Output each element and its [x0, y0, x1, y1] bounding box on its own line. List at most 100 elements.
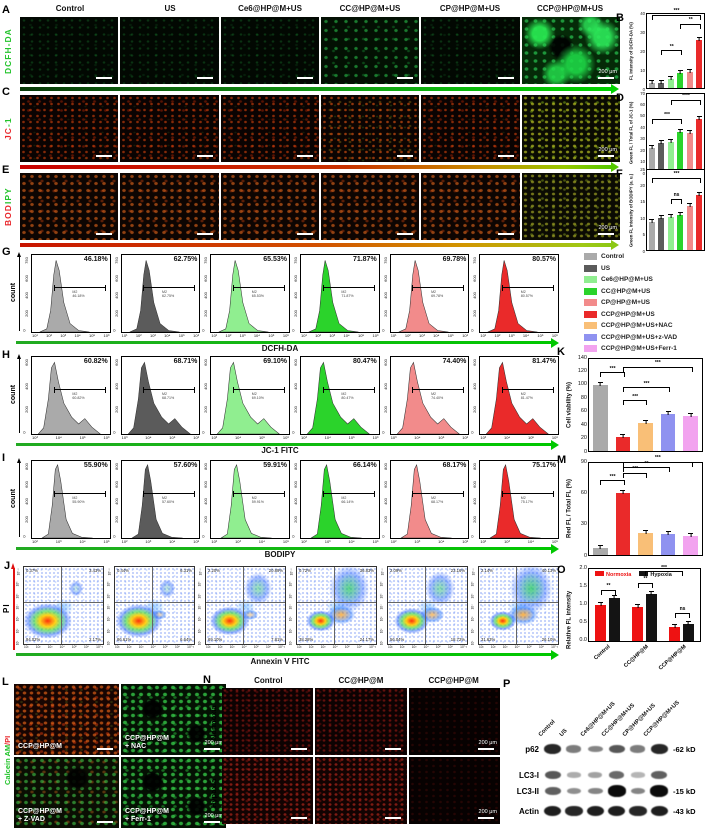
tick-label: 0 — [200, 329, 206, 332]
scale-bar — [477, 816, 494, 819]
quadrant-ul-percentage: 0.44% — [117, 568, 129, 573]
tick-label: 10² — [470, 628, 475, 634]
tick-label: 10⁶ — [288, 581, 293, 587]
legend-item: CC@HP@M+US — [584, 287, 677, 296]
blot-band — [650, 805, 669, 817]
quadrant-lr-percentage: 24.17% — [359, 637, 374, 642]
error-bar — [597, 544, 603, 548]
flow-histogram-body: 0 200 400 600 69.10% M2 69.10% — [200, 356, 291, 435]
flow-plot-area: 59.91% M2 59.91% — [210, 460, 291, 539]
legend-label: CCP@HP@M+US — [601, 310, 655, 318]
scale-label: 200 μm — [478, 740, 497, 746]
flow-histogram-body: 0 200 400 600 60.82% M2 60.82% — [22, 356, 111, 435]
micrograph — [222, 688, 314, 755]
significance-bracket: *** — [600, 366, 625, 378]
quadrant-ur-percentage: 3.43% — [89, 568, 101, 573]
gate-percentage: 55.90% — [83, 462, 108, 469]
legend-label: CCP@HP@M+US+z-VAD — [601, 333, 678, 341]
bar — [660, 533, 676, 555]
gate-value: 69.78% — [431, 294, 444, 299]
flow-x-ticks: 10¹ 10² 10³ 10⁴ 10⁵ 10⁶ — [383, 333, 470, 340]
tick-label: 200 — [472, 309, 478, 317]
bar — [593, 385, 608, 451]
tick-label: 10 — [640, 159, 645, 165]
tick-label: 10⁶ — [103, 435, 110, 440]
quadrant-ll-percentage: 86.61% — [117, 637, 132, 642]
bar — [686, 133, 693, 172]
micrograph: CCP@HP@M + Z-VAD — [14, 757, 119, 828]
tick-label: 10⁶ — [551, 333, 558, 338]
quadrant-ul-percentage: 2.09% — [390, 568, 402, 573]
blot-lane — [563, 745, 584, 753]
gate-line — [233, 490, 286, 497]
tick-label: 10⁷·² — [380, 568, 385, 576]
tick-label: 750 — [203, 257, 209, 265]
gate-line — [502, 284, 555, 291]
bar — [696, 39, 703, 88]
gate-value: 59.91% — [251, 500, 264, 505]
row-label-bodipy: BOD IPY — [3, 174, 13, 240]
gate-percentage: 69.10% — [263, 358, 288, 365]
flow-plot-area: 69.10% M2 69.10% — [210, 356, 291, 435]
tick-label: 20 — [640, 147, 645, 153]
gate-name: M2 — [251, 496, 257, 501]
scatter-panel: 10¹ 10² 10³ 10⁴ 10⁵ 10⁶ 10⁷·² 2.14% 40.13% 31.63%… — [470, 566, 559, 652]
bar — [677, 131, 684, 172]
tick-label: 10⁷·² — [460, 645, 467, 649]
micrograph — [120, 17, 219, 84]
gate-name: M2 — [251, 392, 257, 397]
tick-label: 200 — [382, 309, 388, 317]
axis-arrow — [16, 440, 559, 449]
scatter-plot-area: 0.72% 36.83% 38.28% 24.17% — [296, 566, 377, 645]
gate-label: M2 68.71% — [162, 392, 174, 401]
gate-label: M2 74.40% — [431, 392, 443, 401]
tick-label: 2.0 — [579, 564, 587, 571]
tick-label: 10⁴ — [522, 333, 529, 338]
tick-label: 400 — [203, 292, 209, 300]
chart-y-axis-label: Green FL / Total FL of JC-1 (%) — [628, 101, 634, 165]
blot-lane — [542, 770, 563, 780]
micrograph — [320, 95, 420, 162]
bar — [648, 83, 655, 88]
error-bar — [658, 80, 664, 83]
tick-label: 10⁵ — [526, 645, 532, 649]
tick-label: 10⁴ — [414, 435, 421, 440]
tick-label: 10⁶ — [193, 435, 200, 440]
error-bar — [677, 212, 683, 215]
column-header: US — [164, 4, 176, 13]
error-bar — [643, 529, 648, 533]
chart-y-axis-label: Green FL intensity of BODIPY (a. u.) — [628, 173, 634, 247]
flow-plot-area: 80.47% M2 80.47% — [300, 356, 380, 435]
row-label-calcein-pi: Calcein AM/PI — [3, 692, 12, 828]
chart-green-fl-bodipy: Green FL intensity of BODIPY (a. u.) 0 5 10… — [626, 167, 705, 254]
error-bar — [696, 191, 702, 195]
blot-row-label: LC3-II — [516, 786, 539, 796]
gate-line — [233, 284, 286, 291]
scale-bar — [96, 154, 113, 157]
tick-label: 1.5 — [579, 582, 587, 589]
axis-label-count: count — [10, 384, 17, 404]
tick-label: 200 — [113, 405, 119, 413]
gate-percentage: 75.17% — [532, 462, 557, 469]
gate-value: 57.60% — [162, 500, 175, 505]
legend-label: CCP@HP@M+US+NAC — [601, 322, 673, 329]
tick-label: 400 — [23, 292, 29, 300]
tick-label: 10¹ — [388, 645, 393, 649]
tick-label: 0 — [200, 431, 206, 434]
quadrant-ul-percentage: 2.20% — [208, 568, 220, 573]
chart-legend: Normoxia Hypoxia — [595, 571, 672, 578]
tick-label: 10⁵ — [268, 333, 275, 338]
flow-x-ticks: 10² 10³ 10⁴ 10⁵ — [114, 539, 201, 546]
tick-label: 10⁷·² — [107, 568, 112, 576]
significance-label: ** — [643, 576, 648, 583]
flow-x-ticks: 10¹ 10² 10³ 10⁴ 10⁵ 10⁶ — [472, 333, 559, 340]
blot-row: p62 -62 kD — [505, 740, 705, 758]
tick-label: 10³ — [419, 333, 425, 338]
flow-y-ticks: 0 200 400 600 750 — [470, 254, 479, 333]
tick-label: 10⁴ — [59, 645, 65, 649]
tick-label: 10² — [301, 539, 307, 544]
panel-letter-k: K — [557, 346, 565, 358]
row-label-hypoxia: Hypoxia — [209, 778, 218, 808]
significance-bracket: *** — [622, 361, 693, 372]
tick-label: 20 — [640, 48, 645, 54]
